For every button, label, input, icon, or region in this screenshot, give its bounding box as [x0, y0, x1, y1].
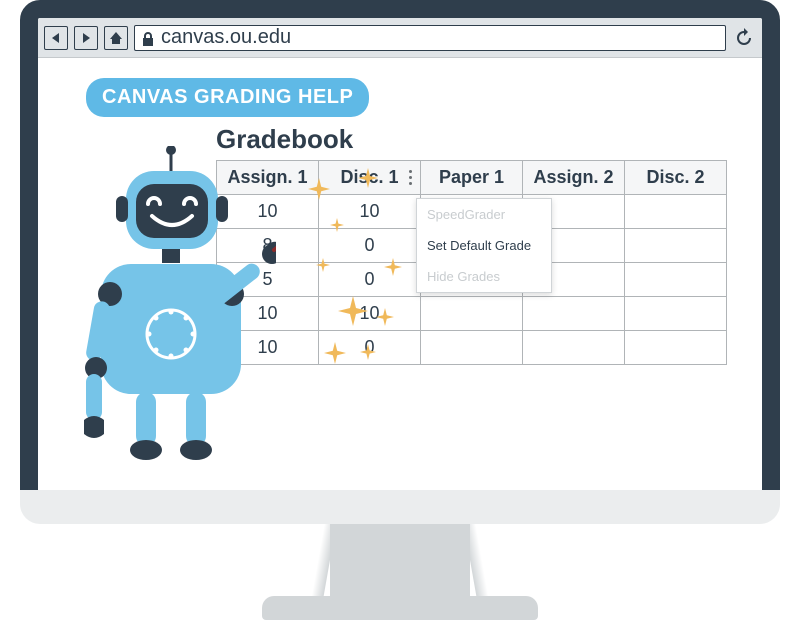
grade-cell[interactable]	[625, 331, 727, 365]
monitor-foot	[262, 596, 538, 620]
table-row: 100	[217, 331, 727, 365]
sparkle-icon	[324, 342, 346, 364]
help-badge: CANVAS GRADING HELP	[86, 78, 369, 117]
sparkle-icon	[338, 296, 368, 326]
grade-cell[interactable]	[625, 229, 727, 263]
sparkle-icon	[360, 344, 376, 360]
lock-icon	[141, 30, 155, 46]
grade-cell[interactable]	[625, 195, 727, 229]
page-content: CANVAS GRADING HELP Gradebook Assign. 1D…	[38, 58, 762, 492]
grade-cell[interactable]	[421, 297, 523, 331]
sparkle-icon	[330, 218, 344, 232]
home-button[interactable]	[104, 26, 128, 50]
column-header[interactable]: Disc. 2	[625, 161, 727, 195]
monitor-stand	[330, 524, 470, 596]
sparkle-icon	[376, 308, 394, 326]
table-row: 1010	[217, 297, 727, 331]
column-menu: SpeedGraderSet Default GradeHide Grades	[416, 198, 552, 293]
grade-cell[interactable]: 0	[319, 229, 421, 263]
grade-cell[interactable]	[625, 263, 727, 297]
grade-cell[interactable]	[523, 331, 625, 365]
grade-cell[interactable]: 0	[319, 263, 421, 297]
url-text: canvas.ou.edu	[161, 26, 291, 49]
column-header[interactable]: Assign. 2	[523, 161, 625, 195]
kebab-icon[interactable]	[404, 167, 416, 189]
url-field[interactable]: canvas.ou.edu	[134, 25, 726, 51]
column-header[interactable]: Paper 1	[421, 161, 523, 195]
menu-item[interactable]: Set Default Grade	[417, 230, 551, 261]
forward-button[interactable]	[74, 26, 98, 50]
grade-cell[interactable]: 10	[319, 297, 421, 331]
browser-toolbar: canvas.ou.edu	[38, 18, 762, 58]
sparkle-icon	[316, 258, 330, 272]
refresh-button[interactable]	[732, 26, 756, 50]
robot-illustration	[76, 146, 276, 476]
menu-item[interactable]: SpeedGrader	[417, 199, 551, 230]
back-button[interactable]	[44, 26, 68, 50]
grade-cell[interactable]	[625, 297, 727, 331]
sparkle-icon	[308, 178, 330, 200]
monitor-frame: canvas.ou.edu CANVAS GRADING HELP Gradeb…	[20, 0, 780, 510]
menu-item[interactable]: Hide Grades	[417, 261, 551, 292]
sparkle-icon	[384, 258, 402, 276]
grade-cell[interactable]	[523, 297, 625, 331]
monitor-base	[20, 490, 780, 524]
sparkle-icon	[358, 168, 378, 188]
grade-cell[interactable]	[421, 331, 523, 365]
